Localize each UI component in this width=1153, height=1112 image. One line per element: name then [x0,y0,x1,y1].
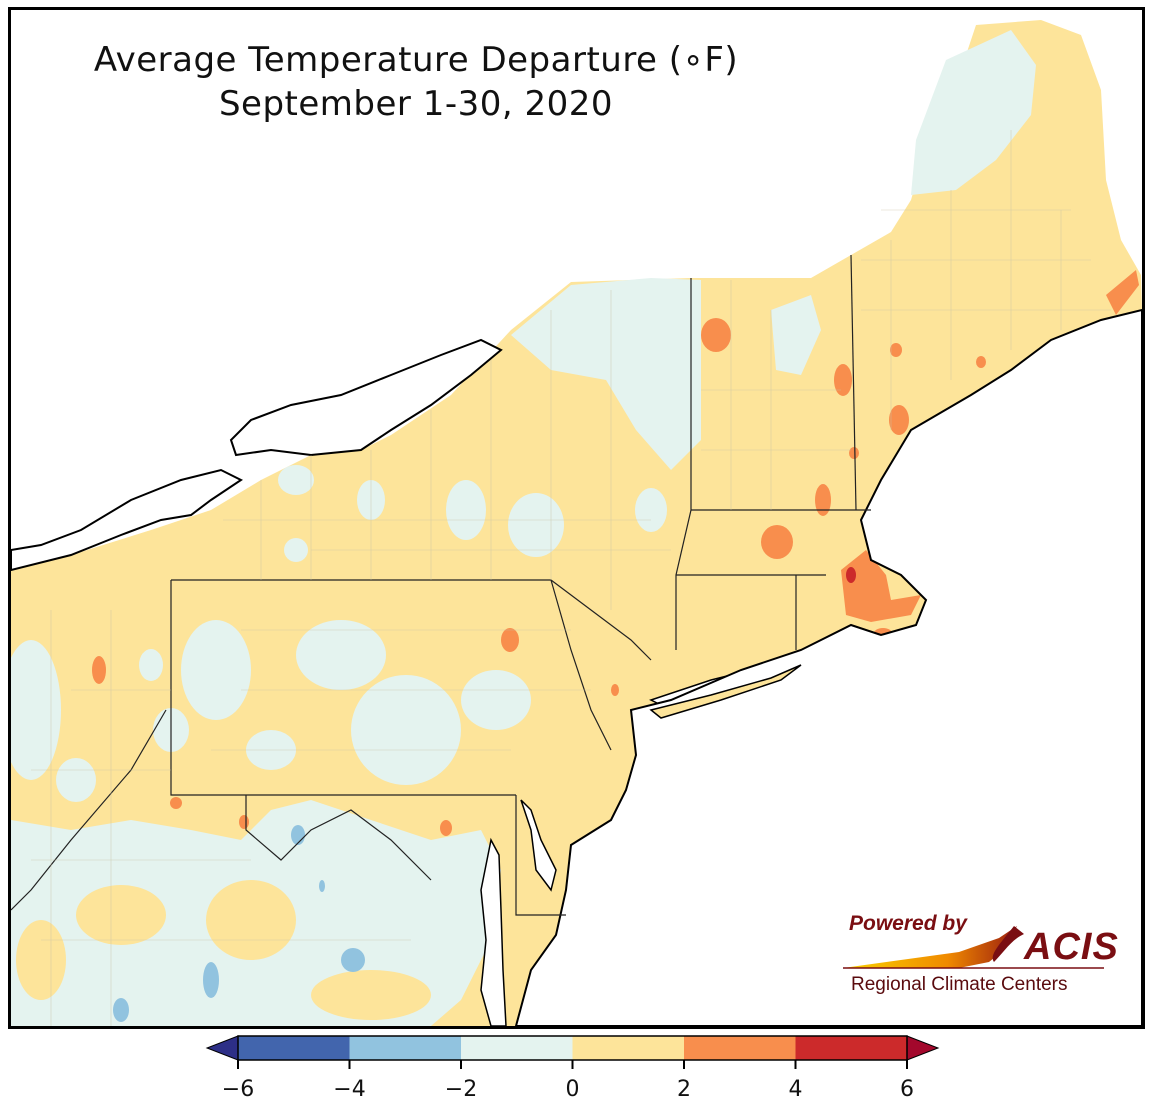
colorbar-bin [684,1036,796,1060]
colorbar-tick-label: 0 [566,1077,580,1102]
colorbar-tick-label: −2 [445,1077,477,1102]
state-boundaries [11,254,871,916]
acis-powered-by: Powered by [849,912,967,935]
colorbar-bin [349,1036,461,1060]
colorbar-ticks: −6 −4 −2 0 2 4 6 [222,1060,914,1102]
very-hot-spot [846,567,856,583]
map-title: Average Temperature Departure (∘F) [93,40,739,80]
county-lines [31,130,1111,1026]
colorbar-bin [238,1036,350,1060]
colorbar: −6 −4 −2 0 2 4 6 [205,1035,940,1102]
colorbar-tick-label: 6 [900,1077,914,1102]
map-subtitle: September 1-30, 2020 [218,84,614,124]
colorbar-tick-label: −6 [222,1077,254,1102]
colorbar-bin [795,1036,907,1060]
delaware-bay [520,799,557,892]
colorbar-tick-label: 2 [677,1077,691,1102]
colorbar-bins [205,1035,940,1061]
acis-logo: Powered by ACIS Regional Climate Centers [839,910,1129,1005]
temperature-map [11,20,1142,1026]
map-frame: Average Temperature Departure (∘F) Septe… [8,7,1145,1029]
colorbar-extend-low [205,1035,239,1061]
chesapeake-bay [480,837,507,1026]
atlantic-ocean [514,308,1142,1026]
colorbar-bin [572,1036,684,1060]
colorbar-tick-label: 4 [789,1077,803,1102]
colorbar-bin [461,1036,573,1060]
colorbar-extend-high [906,1035,940,1061]
long-island [649,664,802,719]
acis-swoosh-icon [843,926,1104,969]
acis-brand: ACIS [1024,926,1119,968]
land-region [11,20,1142,1026]
great-lakes [11,338,503,572]
colorbar-tick-label: −4 [333,1077,365,1102]
acis-subtitle: Regional Climate Centers [851,974,1068,995]
